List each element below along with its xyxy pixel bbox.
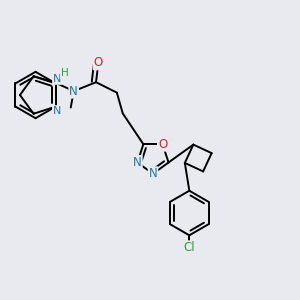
Text: O: O (158, 138, 167, 151)
Text: N: N (53, 74, 61, 84)
Text: N: N (148, 167, 157, 180)
Text: H: H (61, 68, 68, 78)
Text: O: O (94, 56, 103, 69)
Text: N: N (133, 156, 142, 169)
Text: N: N (53, 106, 61, 116)
Text: Cl: Cl (184, 241, 195, 254)
Text: N: N (69, 85, 78, 98)
